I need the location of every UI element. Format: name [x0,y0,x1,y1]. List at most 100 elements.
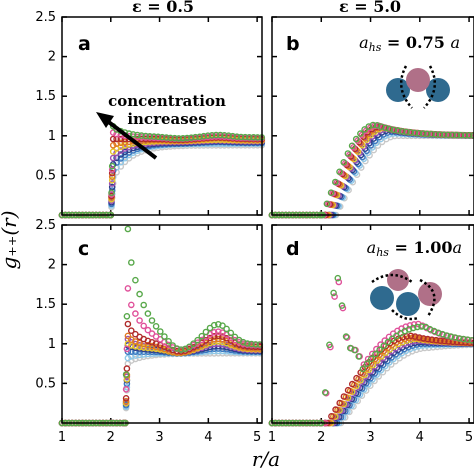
data-point [390,126,398,134]
hs-label-b: ahs = 0.75 a [359,33,460,54]
data-point [338,302,346,309]
data-point [117,163,125,170]
data-point [124,225,132,233]
data-point [355,353,363,360]
data-point [460,335,467,343]
y-tick-label: 0.5 [35,376,56,391]
data-point [108,180,116,187]
data-point [165,337,172,345]
data-point [330,289,337,297]
data-point [447,333,455,340]
data-point [177,346,185,354]
x-tick-label: 5 [465,430,473,445]
annotation-line-1: concentration [108,92,226,110]
data-point [190,340,197,348]
hs-label-d: ahs = 1.00a [367,238,462,259]
data-point [136,351,143,359]
data-point [328,412,335,420]
data-point [348,142,356,150]
data-point [428,130,435,138]
data-point [443,332,451,339]
annotation-arrow [96,112,158,160]
data-point [415,129,423,137]
data-point [334,274,342,282]
y-tick-label: 2 [48,50,56,65]
data-point [250,133,257,141]
x-tick-label: 2 [317,430,325,445]
data-point [198,332,206,340]
plot-frame [61,224,263,424]
panel-letter-b: b [286,33,300,55]
data-point [152,322,160,330]
data-point [134,131,141,139]
data-point [198,336,206,344]
data-point [372,350,379,358]
data-point [350,143,357,151]
data-point [380,342,388,350]
data-point [122,394,130,402]
data-point [148,338,156,346]
data-point [140,322,147,330]
data-point [420,335,427,342]
data-point [441,337,448,345]
data-point [332,406,339,413]
data-point [117,135,125,143]
y-tick-label: 2.5 [35,10,56,25]
data-point [233,133,241,140]
data-point [343,334,351,341]
panel-letter-d: d [286,238,300,260]
data-point [245,133,253,141]
y-axis-label: g₊₊(r) [0,210,21,269]
data-point [129,131,137,138]
data-point [154,133,162,141]
data-point [210,328,218,336]
data-point [455,335,463,342]
y-tick-label: 0.5 [35,168,56,183]
data-point [432,336,440,344]
data-point [108,162,116,170]
data-point [361,126,368,133]
data-point [331,293,338,300]
data-point [117,155,125,162]
x-tick-label: 2 [107,430,115,445]
data-point [384,338,392,346]
panel-letter-c: c [78,238,89,260]
data-point [122,371,130,378]
data-point [212,131,220,139]
x-tick-label: 1 [58,430,66,445]
y-tick-label: 1.5 [35,89,56,104]
data-point [132,276,139,284]
data-point [142,132,149,140]
data-point [394,127,402,134]
data-point [353,374,360,382]
data-point [409,324,417,332]
data-point [150,133,158,140]
data-point [121,158,129,166]
data-point [161,333,168,340]
data-point [468,337,474,344]
data-point [352,135,360,143]
data-point [376,346,384,354]
data-point [331,178,339,186]
data-point [117,139,125,147]
data-point [451,334,459,341]
data-point [156,328,164,335]
data-point [122,397,130,405]
x-tick-label: 1 [268,430,276,445]
panel-letter-a: a [78,33,91,55]
column-title-right: ε = 5.0 [339,0,401,16]
data-point [208,131,216,139]
data-point [449,131,456,139]
data-point [388,335,396,343]
data-point [225,132,232,139]
data-point [348,380,356,388]
data-point [219,322,226,330]
data-point [321,389,329,396]
data-point [121,138,129,146]
data-point [175,135,183,142]
data-point [108,176,116,184]
data-point [418,323,425,330]
data-point [140,301,147,309]
data-point [378,123,385,130]
data-point [461,131,469,139]
